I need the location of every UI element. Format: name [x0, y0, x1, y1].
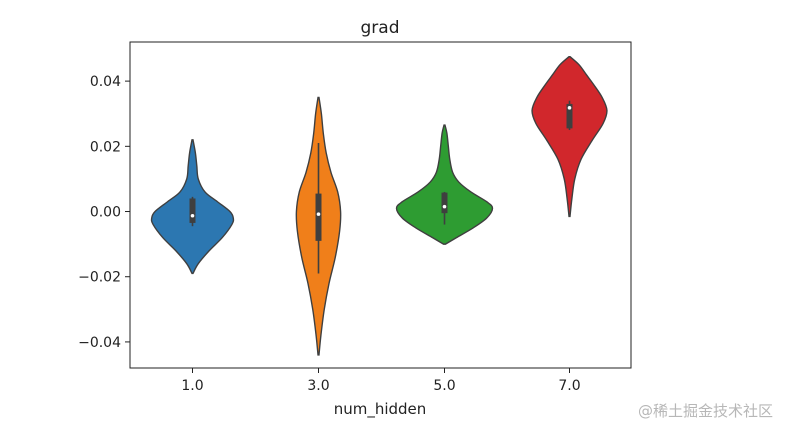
violins-layer	[150, 55, 608, 356]
violin-iqr-box	[315, 193, 322, 241]
violin-median-point	[316, 212, 321, 216]
y-tick-label: 0.02	[90, 139, 121, 155]
x-tick-label: 5.0	[433, 378, 455, 394]
y-tick-label: 0.00	[90, 205, 121, 221]
violin-1.0	[150, 139, 235, 275]
watermark: @稀土掘金技术社区	[637, 402, 773, 420]
violin-median-point	[567, 106, 572, 110]
x-tick-label: 3.0	[307, 378, 329, 394]
y-axis: −0.04 −0.02 0.00 0.02 0.04	[78, 74, 130, 351]
x-tick-label: 1.0	[181, 378, 203, 394]
violin-iqr-box	[189, 198, 196, 223]
violin-body	[395, 124, 494, 245]
violin-7.0	[531, 55, 608, 218]
violin-iqr-box	[441, 192, 448, 214]
violin-iqr-box	[566, 103, 573, 129]
violin-body	[531, 55, 608, 218]
violin-5.0	[395, 124, 494, 245]
violin-3.0	[295, 96, 342, 356]
violin-median-point	[190, 213, 195, 218]
y-tick-label: 0.04	[90, 74, 121, 90]
y-tick-label: −0.02	[78, 270, 121, 286]
violin-median-point	[442, 204, 447, 209]
y-tick-label: −0.04	[78, 335, 121, 351]
x-axis-label: num_hidden	[334, 400, 427, 419]
axes-frame	[129, 41, 632, 369]
x-axis: 1.0 3.0 5.0 7.0	[181, 368, 581, 394]
chart-title: grad	[361, 18, 400, 38]
x-tick-label: 7.0	[558, 378, 580, 394]
